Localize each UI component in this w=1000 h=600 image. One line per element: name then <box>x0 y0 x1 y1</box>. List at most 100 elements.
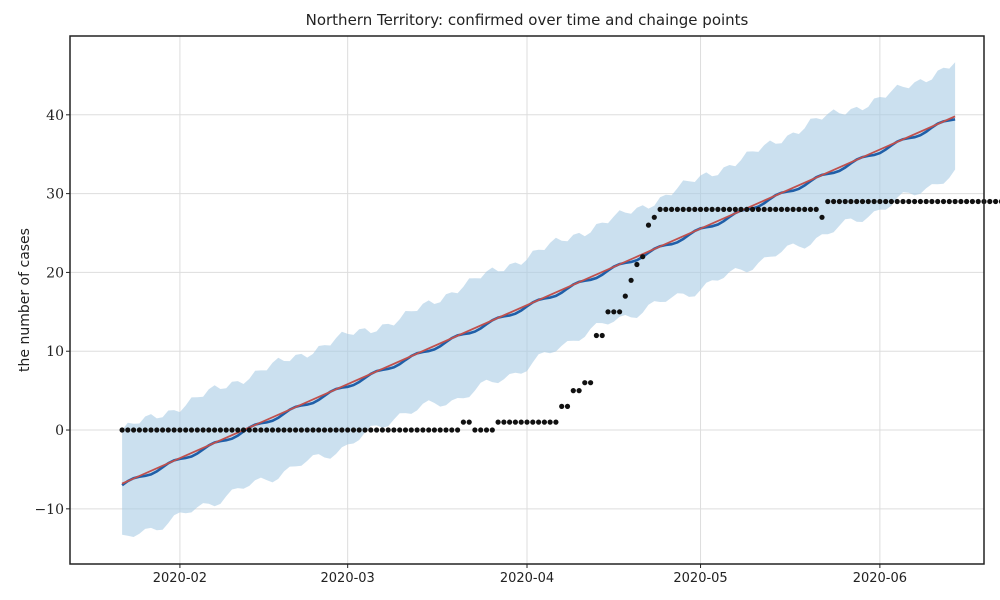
observed-point <box>813 206 819 212</box>
observed-point <box>593 332 600 339</box>
observed-point <box>275 427 281 433</box>
observed-point <box>408 427 414 433</box>
observed-point <box>235 427 241 433</box>
observed-point <box>940 198 947 205</box>
observed-point <box>258 427 264 433</box>
observed-point <box>576 388 582 394</box>
observed-point <box>750 206 756 212</box>
observed-point <box>663 206 669 212</box>
trend-line <box>121 115 956 485</box>
observed-point <box>246 427 252 433</box>
tick-layer: −10 0 10 20 30 40 2020-02 2020-03 2020-04 2020-05… <box>34 108 907 586</box>
observed-point <box>240 427 247 433</box>
observed-point <box>194 427 200 433</box>
observed-point <box>368 427 374 433</box>
observed-point <box>599 332 605 339</box>
observed-point <box>229 427 235 433</box>
observed-point <box>298 427 304 433</box>
observed-point <box>264 427 270 433</box>
observed-point <box>784 206 790 212</box>
observed-point <box>160 427 166 433</box>
y-tick-label: −10 <box>34 502 64 518</box>
observed-point <box>478 427 484 433</box>
observed-point <box>686 206 692 212</box>
observed-point <box>969 198 976 205</box>
observed-point <box>154 427 160 433</box>
observed-point <box>518 419 524 425</box>
observed-point <box>316 427 322 433</box>
observed-point <box>356 427 362 433</box>
observed-point <box>321 427 328 433</box>
observed-point <box>136 427 142 433</box>
observed-point <box>547 419 553 425</box>
observed-point <box>443 427 449 433</box>
observed-point <box>119 427 125 433</box>
observed-point <box>790 206 796 212</box>
observed-point <box>651 214 657 220</box>
observed-point <box>512 419 519 425</box>
observed-point <box>489 427 495 433</box>
observed-point <box>657 206 663 212</box>
observed-point <box>692 206 698 212</box>
observed-point <box>923 198 929 205</box>
observed-point <box>362 427 368 433</box>
observed-point <box>761 206 767 212</box>
observed-point <box>466 419 472 425</box>
observed-point <box>553 419 559 425</box>
y-axis-label: the number of cases <box>17 228 33 372</box>
observed-point <box>217 427 223 433</box>
observed-point <box>541 419 548 425</box>
observed-point <box>709 206 715 212</box>
observed-point <box>269 427 276 433</box>
observed-point <box>767 206 773 212</box>
observed-point <box>975 198 981 205</box>
observed-point <box>327 427 333 433</box>
observed-point <box>177 427 183 433</box>
observed-point <box>628 277 634 283</box>
observed-point <box>871 198 877 205</box>
observed-point <box>842 198 848 205</box>
observed-point <box>455 427 461 433</box>
observed-point <box>836 198 843 205</box>
observed-point <box>460 419 466 425</box>
observed-point <box>391 427 397 433</box>
observed-point <box>778 206 785 212</box>
observed-point <box>680 206 686 212</box>
observed-point <box>501 419 507 425</box>
observed-point <box>564 403 571 409</box>
observed-point <box>350 427 357 433</box>
x-tick-label: 2020-03 <box>321 571 375 586</box>
observed-point <box>206 427 212 433</box>
y-tick-label: 30 <box>46 187 64 203</box>
observed-point <box>622 293 628 299</box>
y-tick-label: 0 <box>55 423 64 439</box>
observed-point <box>304 427 310 433</box>
observed-point <box>414 427 420 433</box>
observed-point <box>437 427 443 433</box>
y-tick-label: 40 <box>46 108 64 124</box>
observed-point <box>148 427 154 433</box>
observed-point <box>755 206 762 212</box>
observed-point <box>212 427 218 433</box>
observed-point <box>431 427 437 433</box>
x-tick-label: 2020-02 <box>153 571 207 586</box>
observed-point <box>703 206 709 212</box>
observed-point <box>825 198 831 205</box>
observed-point <box>715 206 721 212</box>
observed-point <box>188 427 195 433</box>
observed-point <box>183 427 189 433</box>
observed-point <box>819 214 825 220</box>
observed-point <box>142 427 148 433</box>
observed-point <box>570 388 576 394</box>
observed-point <box>917 198 924 205</box>
observed-point <box>397 427 403 433</box>
observed-point <box>559 403 565 409</box>
observed-point <box>865 198 871 205</box>
observed-point <box>802 206 808 212</box>
x-tick-label: 2020-05 <box>673 571 727 586</box>
observed-point <box>345 427 351 433</box>
observed-point <box>402 427 409 433</box>
observed-point <box>293 427 299 433</box>
observed-point <box>483 427 490 433</box>
observed-point <box>993 198 999 205</box>
